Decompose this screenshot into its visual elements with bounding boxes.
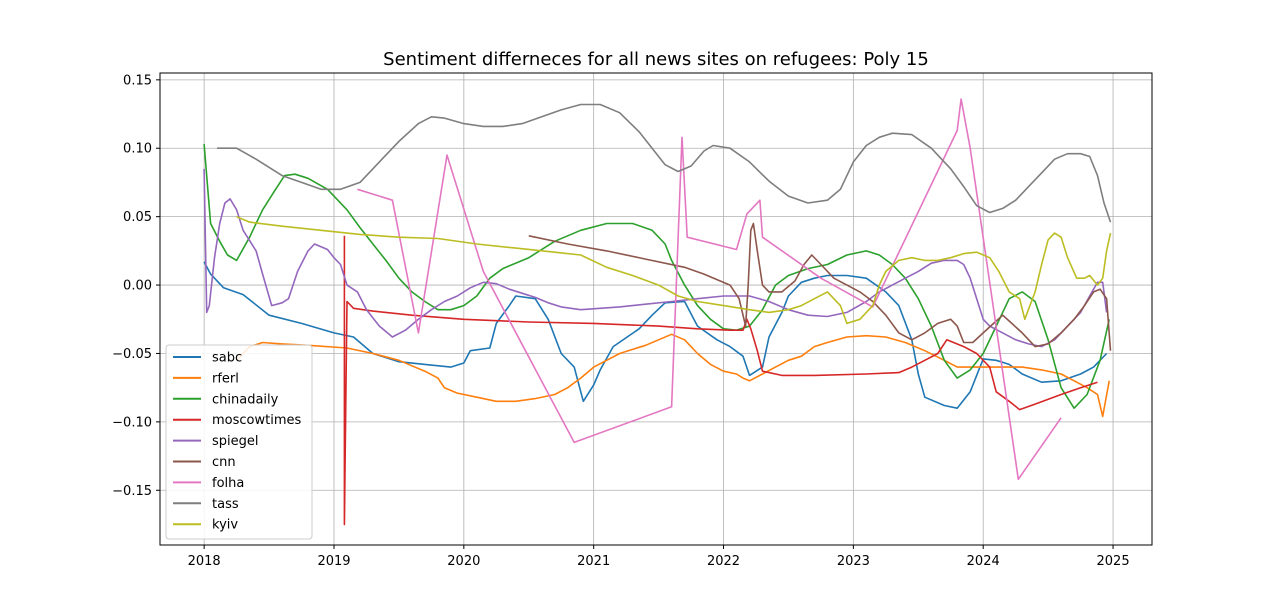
- x-tick-label: 2024: [967, 554, 1000, 569]
- legend-label-sabc: sabc: [212, 351, 242, 366]
- x-tick-label: 2019: [317, 554, 350, 569]
- legend-label-folha: folha: [212, 476, 244, 491]
- legend-label-kyiv: kyiv: [212, 518, 238, 533]
- legend-label-spiegel: spiegel: [212, 434, 259, 449]
- y-tick-label: −0.15: [112, 484, 152, 499]
- series-line-cnn: [528, 222, 1112, 351]
- grid-lines: [160, 73, 1152, 545]
- series-line-folha: [357, 98, 1062, 481]
- legend-label-chinadaily: chinadaily: [212, 392, 279, 407]
- legend-label-tass: tass: [212, 497, 239, 512]
- series-line-moscowtimes: [343, 235, 1098, 526]
- series-line-sabc: [203, 261, 1108, 410]
- legend-label-moscowtimes: moscowtimes: [212, 413, 301, 428]
- legend: sabc rferl chinadaily moscowtimes spiegel cnn…: [165, 344, 313, 540]
- series-lines: [203, 98, 1112, 526]
- y-tick-label: 0.00: [123, 279, 152, 294]
- y-tick-label: 0.15: [123, 73, 152, 88]
- legend-label-cnn: cnn: [212, 455, 236, 470]
- y-tick-label: −0.05: [112, 347, 152, 362]
- plot-frame: [159, 72, 1153, 546]
- y-tick-label: −0.10: [112, 415, 152, 430]
- series-line-tass: [217, 103, 1112, 223]
- series-line-kyiv: [236, 215, 1112, 325]
- legend-label-rferl: rferl: [212, 371, 239, 386]
- y-tick-label: 0.10: [123, 142, 152, 157]
- series-line-spiegel: [203, 168, 1108, 348]
- x-tick-label: 2025: [1097, 554, 1130, 569]
- x-tick-label: 2021: [577, 554, 610, 569]
- x-tick-label: 2022: [707, 554, 740, 569]
- y-tick-label: 0.05: [123, 210, 152, 225]
- x-tick-label: 2023: [837, 554, 870, 569]
- series-line-rferl: [236, 333, 1110, 418]
- x-tick-label: 2018: [188, 554, 221, 569]
- legend-box: [165, 344, 313, 540]
- x-tick-label: 2020: [447, 554, 480, 569]
- y-axis: −0.15 −0.10 −0.05 0.00 0.05 0.10 0.15: [112, 73, 160, 499]
- x-axis: 2018 2019 2020 2021 2022 2023 2024 2025: [188, 545, 1130, 569]
- chart-title: Sentiment differneces for all news sites…: [383, 49, 929, 70]
- series-line-chinadaily: [203, 144, 1110, 410]
